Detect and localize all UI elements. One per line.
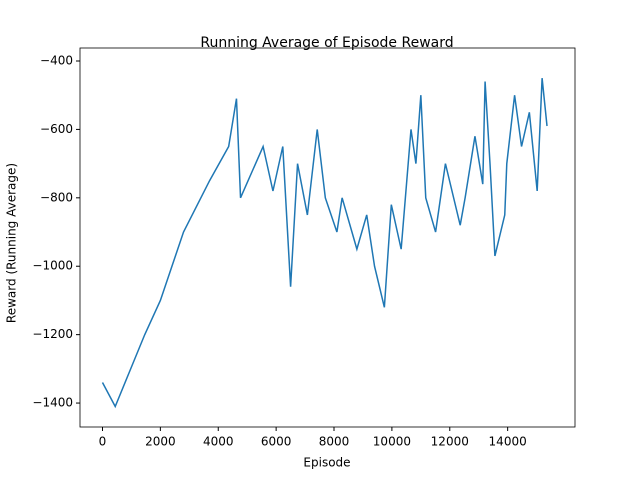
y-axis-label: Reward (Running Average) bbox=[5, 163, 19, 323]
y-tick-label: −1000 bbox=[32, 259, 73, 273]
x-tick-label: 6000 bbox=[261, 435, 292, 449]
y-tick-label: −600 bbox=[40, 122, 73, 136]
chart-title: Running Average of Episode Reward bbox=[200, 35, 453, 51]
x-tick-label: 2000 bbox=[145, 435, 176, 449]
y-tick-label: −800 bbox=[40, 190, 73, 204]
x-tick-label: 10000 bbox=[373, 435, 411, 449]
x-tick-label: 8000 bbox=[319, 435, 350, 449]
plot-frame bbox=[79, 47, 576, 428]
y-tick-label: −400 bbox=[40, 53, 73, 67]
y-tick-label: −1200 bbox=[32, 327, 73, 341]
x-tick-label: 12000 bbox=[431, 435, 469, 449]
x-tick-label: 0 bbox=[99, 435, 107, 449]
x-axis-label: Episode bbox=[303, 456, 350, 470]
y-tick-label: −1400 bbox=[32, 396, 73, 410]
x-tick-label: 4000 bbox=[203, 435, 234, 449]
line-series bbox=[101, 78, 548, 409]
x-tick-label: 14000 bbox=[489, 435, 527, 449]
